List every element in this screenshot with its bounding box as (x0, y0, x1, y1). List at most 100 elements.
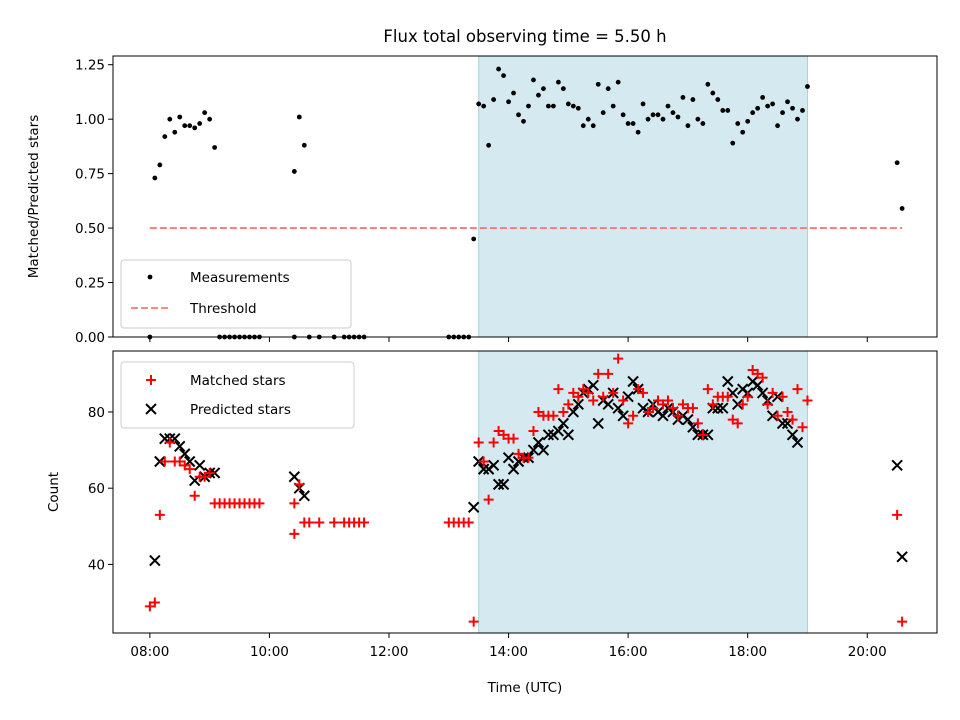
predicted-stars-point (552, 425, 565, 437)
measurement-points (147, 66, 905, 340)
predicted-stars-point (717, 402, 729, 414)
predicted-stars-point (786, 429, 799, 441)
predicted-stars-point (592, 417, 604, 430)
measurement-point (580, 123, 586, 129)
matched-stars-point (189, 490, 200, 501)
measurement-point (600, 110, 606, 116)
y-tick-label: 1.00 (75, 112, 105, 128)
measurement-point (725, 108, 731, 113)
matched-stars-point (892, 509, 903, 520)
measurement-point (625, 121, 631, 126)
measurement-point (481, 103, 487, 109)
matched-stars-point (294, 479, 305, 490)
measurement-point (750, 110, 756, 116)
measurement-point (207, 116, 213, 122)
measurement-point (560, 86, 566, 92)
measurement-point (167, 116, 173, 122)
measurement-point (471, 236, 477, 242)
measurement-point (197, 121, 203, 126)
matched-stars-point (593, 368, 604, 379)
predicted-stars-point (891, 459, 903, 472)
measurement-point (675, 114, 681, 120)
legend-matched-marker (146, 375, 156, 385)
matched-stars-point (573, 391, 584, 402)
matched-stars-point (792, 384, 803, 395)
matched-stars-point (797, 422, 808, 433)
bottom-highlight-span (478, 350, 808, 634)
measurement-point (486, 142, 492, 148)
matched-stars-point (184, 464, 195, 475)
matched-stars-point (762, 399, 773, 410)
predicted-stars-point (756, 387, 769, 399)
measurement-point (610, 103, 616, 109)
measurement-point (291, 169, 297, 174)
matched-stars-point (289, 528, 300, 539)
top-highlight-span (478, 55, 808, 338)
measurement-point (660, 116, 666, 122)
predicted-stars-point (298, 490, 311, 502)
highlight-span-rect (478, 55, 808, 338)
matched-stars-point (672, 410, 683, 421)
measurement-point (157, 162, 163, 168)
matched-stars-points (144, 353, 908, 627)
legend-box (120, 361, 355, 429)
matched-stars-point (289, 498, 300, 509)
measurement-point (615, 79, 621, 85)
matched-stars-point (483, 494, 494, 505)
measurement-point (491, 97, 497, 102)
measurement-point (640, 101, 646, 107)
legend-measurements-label: Measurements (190, 270, 290, 286)
y-tick-label: 0.50 (75, 221, 105, 237)
measurement-point (536, 92, 541, 98)
matched-stars-point (802, 395, 813, 406)
matched-stars-point (254, 498, 265, 509)
matched-stars-point (777, 391, 788, 402)
matched-stars-point (588, 395, 599, 406)
matched-stars-point (722, 391, 733, 402)
x-axis-label: Time (UTC) (487, 680, 563, 696)
matched-stars-point (613, 353, 624, 364)
measurement-point (296, 114, 302, 120)
measurement-point (546, 103, 551, 109)
measurement-point (595, 81, 601, 87)
matched-stars-point (359, 517, 370, 528)
matched-stars-point (787, 414, 798, 425)
matched-stars-point (623, 418, 634, 429)
matched-stars-point (732, 418, 743, 429)
measurement-point (715, 97, 721, 102)
predicted-stars-point (751, 379, 764, 392)
measurement-point (680, 94, 686, 100)
predicted-stars-point (572, 398, 585, 411)
matched-stars-point (618, 395, 629, 406)
legend-measurements-marker (147, 274, 153, 280)
y-tick-label: 0.75 (75, 167, 105, 183)
measurement-point (526, 103, 531, 109)
measurement-point (775, 123, 780, 129)
top-legend: Measurements Threshold (120, 259, 352, 329)
matched-stars-point (314, 517, 325, 528)
measurement-point (785, 99, 790, 105)
measurement-point (635, 129, 641, 135)
legend-threshold-label: Threshold (189, 301, 257, 317)
matched-stars-point (478, 456, 489, 467)
measurement-point (650, 112, 656, 118)
top-y-axis-label: Matched/Predicted stars (26, 115, 42, 278)
measurement-point (645, 116, 651, 122)
x-tick-label: 08:00 (130, 644, 169, 660)
measurement-point (565, 101, 571, 107)
top-plot-frame (112, 55, 938, 338)
matched-stars-point (628, 410, 639, 421)
measurement-point (720, 108, 726, 113)
measurement-point (760, 94, 766, 100)
bottom-plot-panel: 40 60 80 08:00 10:00 12:00 14:00 16:00 18:00 20:… (46, 350, 938, 696)
measurement-point (630, 121, 636, 126)
top-x-ticks (149, 337, 868, 342)
matched-stars-point (329, 517, 340, 528)
bottom-plot-frame (112, 350, 938, 634)
measurement-point (521, 118, 526, 124)
matched-stars-point (603, 368, 614, 379)
predicted-stars-point (627, 375, 639, 388)
x-tick-label: 18:00 (728, 644, 767, 660)
measurement-point (476, 101, 482, 107)
